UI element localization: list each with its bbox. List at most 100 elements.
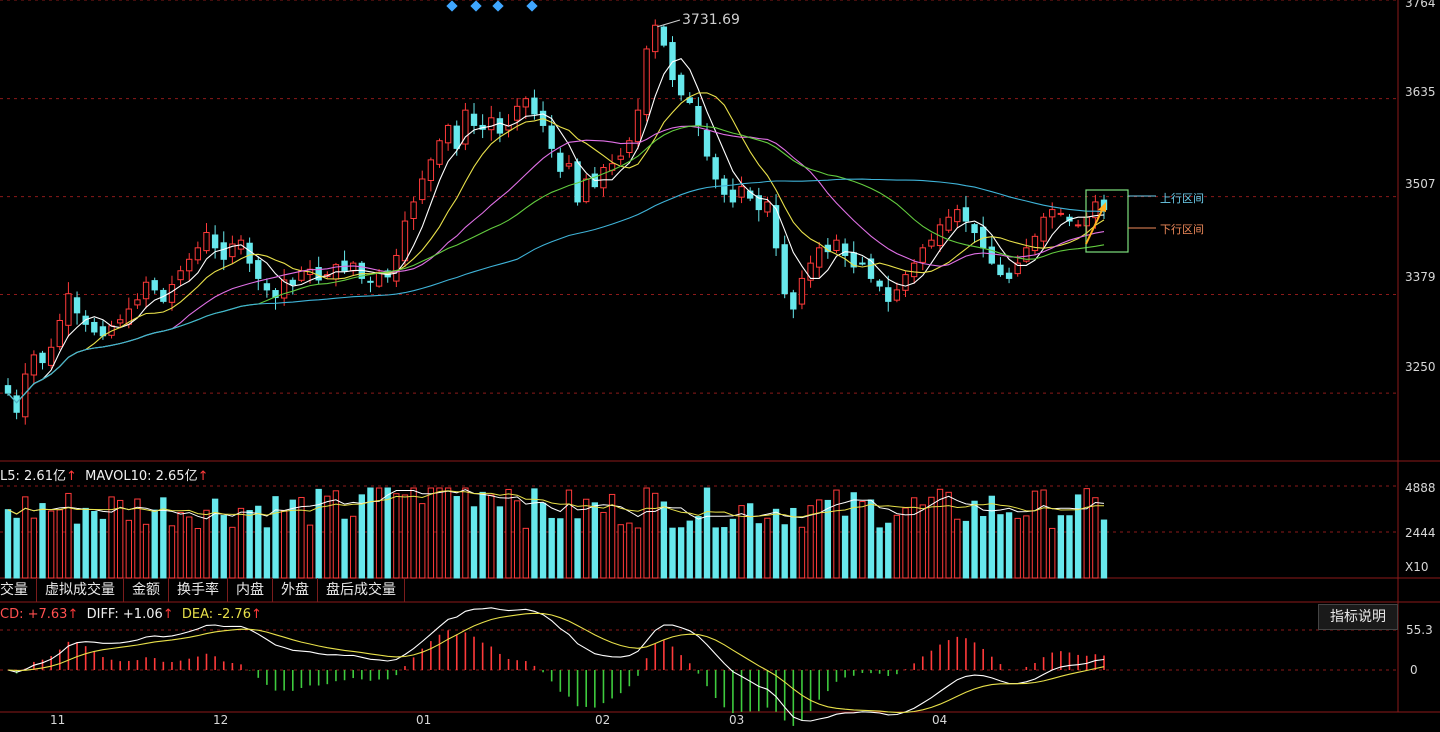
vol5-line xyxy=(7,489,1105,520)
tab-turnover[interactable]: 换手率 xyxy=(169,578,228,602)
candle-body xyxy=(867,258,875,279)
volume-bar xyxy=(954,518,961,579)
volume-bar xyxy=(876,527,883,579)
tab-inner-disk[interactable]: 内盘 xyxy=(228,578,273,602)
volume-bar xyxy=(539,502,547,579)
vol5-label: L5: 2.61亿 xyxy=(0,469,66,484)
volume-bar xyxy=(833,489,840,579)
volume-bar xyxy=(574,518,581,579)
volume-bar xyxy=(298,496,305,579)
candle-body xyxy=(298,270,305,281)
volume-bar xyxy=(350,515,357,579)
volume-bar xyxy=(850,492,857,579)
volume-bar xyxy=(384,487,391,579)
volume-bar xyxy=(108,496,115,579)
diff-label: DIFF: +1.06 xyxy=(86,607,163,622)
candle-body xyxy=(1092,201,1099,219)
candle-body xyxy=(203,232,210,252)
candle-body xyxy=(73,297,81,314)
candle-body xyxy=(1005,272,1013,279)
candle-body xyxy=(263,283,271,291)
volume-bar xyxy=(824,499,832,579)
volume-bar xyxy=(1023,515,1030,579)
candle-body xyxy=(634,109,642,143)
candle-body xyxy=(893,289,901,301)
candle-body xyxy=(151,280,158,291)
volume-bar xyxy=(186,516,193,579)
volume-bar xyxy=(1014,517,1021,579)
tab-virtual-volume[interactable]: 虚拟成交量 xyxy=(37,578,124,602)
volume-bar xyxy=(1100,519,1108,579)
volume-bar xyxy=(177,511,184,579)
candle-body xyxy=(885,287,892,302)
candle-body xyxy=(1083,216,1090,227)
candle-body xyxy=(220,242,227,260)
volume-bar xyxy=(703,487,711,579)
candle-body xyxy=(211,234,219,249)
up-arrow-icon: ↑ xyxy=(162,607,174,622)
volume-bar xyxy=(583,498,590,579)
dea-label: DEA: -2.76 xyxy=(181,607,251,622)
volume-bar xyxy=(436,487,443,579)
volume-bar xyxy=(255,505,262,579)
indicator-explain-button[interactable]: 指标说明 xyxy=(1318,604,1398,630)
price-tick: 3379 xyxy=(1405,270,1436,284)
tab-volume[interactable]: 交量 xyxy=(0,578,37,602)
volume-bar xyxy=(341,518,348,579)
volume-bar xyxy=(203,509,210,579)
candle-body xyxy=(997,264,1004,276)
trend-arrow-line xyxy=(1085,205,1105,245)
volume-bar xyxy=(358,494,366,579)
volume-bar xyxy=(591,502,599,579)
volume-bar xyxy=(738,505,745,579)
candle-body xyxy=(419,178,426,201)
candle-body xyxy=(738,186,745,198)
candle-body xyxy=(255,260,262,279)
candle-body xyxy=(30,354,38,376)
tab-after-hours-volume[interactable]: 盘后成交量 xyxy=(318,578,405,602)
volume-bar xyxy=(600,511,607,579)
volume-bar xyxy=(608,493,616,579)
candle-body xyxy=(695,105,702,126)
candle-body xyxy=(841,243,849,256)
candle-body xyxy=(660,26,668,46)
ma30-line xyxy=(7,125,1105,404)
volume-bar xyxy=(988,495,995,579)
tab-outer-disk[interactable]: 外盘 xyxy=(273,578,318,602)
tab-amount[interactable]: 金额 xyxy=(124,578,169,602)
candle-body xyxy=(910,262,918,278)
volume-bar xyxy=(1083,488,1090,579)
x-tick: 12 xyxy=(213,713,229,727)
volume-bar xyxy=(919,504,926,579)
volume-bar xyxy=(91,511,98,579)
candle-body xyxy=(626,140,633,154)
volume-bar xyxy=(816,499,823,579)
candle-body xyxy=(393,254,400,282)
candle-body xyxy=(65,293,72,326)
volume-bar xyxy=(65,492,72,579)
volume-bar xyxy=(945,491,952,579)
volume-bar xyxy=(652,492,659,579)
volume-bar xyxy=(859,501,866,579)
volume-bar xyxy=(22,496,29,579)
candle-body xyxy=(1014,262,1021,275)
volume-bar xyxy=(755,523,762,579)
volume-bar xyxy=(626,522,633,579)
candle-body xyxy=(798,277,806,305)
candle-body xyxy=(496,118,504,134)
x-tick: 11 xyxy=(50,713,66,727)
candle-body xyxy=(1023,247,1030,262)
volume-bar xyxy=(496,506,504,579)
volume-bar xyxy=(470,506,478,579)
volume-bar xyxy=(367,487,374,579)
candle-body xyxy=(39,352,46,364)
candle-body xyxy=(56,319,63,348)
volume-bar xyxy=(220,515,227,579)
volume-bar xyxy=(565,489,573,579)
macd-tick: 0 xyxy=(1410,663,1418,677)
candle-body xyxy=(289,279,296,286)
volume-bar xyxy=(1092,497,1099,579)
up-arrow-icon: ↑ xyxy=(250,607,262,622)
volume-bar xyxy=(841,515,849,579)
